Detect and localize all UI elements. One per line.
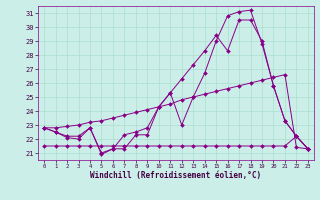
X-axis label: Windchill (Refroidissement éolien,°C): Windchill (Refroidissement éolien,°C) bbox=[91, 171, 261, 180]
